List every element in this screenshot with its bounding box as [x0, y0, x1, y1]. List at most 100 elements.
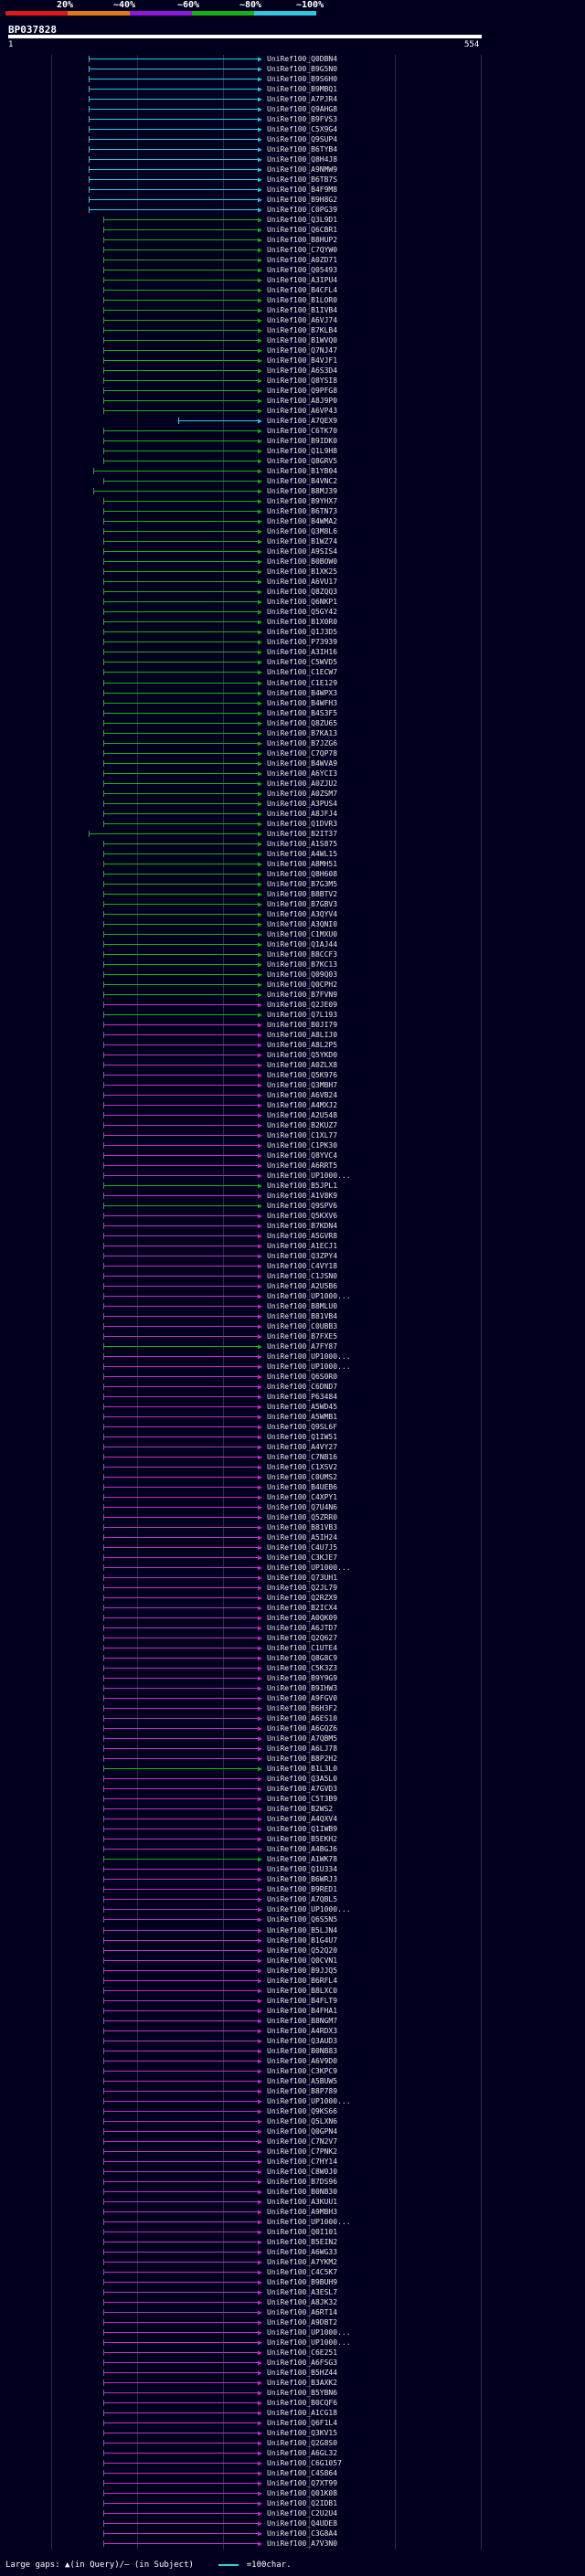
hit-row[interactable]: ▶ UniRef100_Q6S5N5	[0, 1915, 585, 1924]
hit-label[interactable]: UniRef100_A6ES10	[267, 1714, 338, 1723]
hit-alignment-bar[interactable]	[103, 2271, 258, 2273]
hit-label[interactable]: UniRef100_P63484	[267, 1393, 338, 1402]
hit-row[interactable]: ▶ UniRef100_A2U5B6	[0, 1282, 585, 1290]
hit-label[interactable]: UniRef100_UP1000...	[267, 1291, 351, 1300]
hit-row[interactable]: ▶ UniRef100_UP1000...	[0, 1564, 585, 1572]
hit-row[interactable]: ▶ UniRef100_Q9KS66	[0, 2107, 585, 2115]
hit-label[interactable]: UniRef100_A3QYV4	[267, 909, 338, 918]
hit-row[interactable]: ▶ UniRef100_A5GVR8	[0, 1232, 585, 1240]
hit-row[interactable]: ▶ UniRef100_A6VJ74	[0, 316, 585, 324]
hit-label[interactable]: UniRef100_A4RDX3	[267, 2026, 338, 2035]
hit-row[interactable]: ▶ UniRef100_C5K3Z3	[0, 1664, 585, 1672]
hit-alignment-bar[interactable]	[103, 2090, 258, 2092]
hit-alignment-bar[interactable]	[103, 1698, 258, 1700]
hit-label[interactable]: UniRef100_B1IVB4	[267, 306, 338, 315]
hit-label[interactable]: UniRef100_Q7XT99	[267, 2478, 338, 2487]
hit-row[interactable]: ▶ UniRef100_Q2Q627	[0, 1634, 585, 1642]
hit-alignment-bar[interactable]	[103, 2532, 258, 2534]
hit-row[interactable]: ▶ UniRef100_A5WD45	[0, 1403, 585, 1411]
hit-row[interactable]: ▶ UniRef100_A9FGV0	[0, 1694, 585, 1702]
hit-alignment-bar[interactable]	[103, 1426, 258, 1428]
hit-row[interactable]: ▶ UniRef100_Q1IW51	[0, 1433, 585, 1441]
hit-label[interactable]: UniRef100_B4CFL4	[267, 286, 338, 295]
hit-alignment-bar[interactable]	[103, 1557, 258, 1559]
hit-label[interactable]: UniRef100_A5GVR8	[267, 1231, 338, 1240]
hit-label[interactable]: UniRef100_Q8G8C9	[267, 1654, 338, 1663]
hit-label[interactable]: UniRef100_B9H8G2	[267, 196, 338, 205]
hit-alignment-bar[interactable]	[103, 2170, 258, 2172]
hit-label[interactable]: UniRef100_B6TN73	[267, 507, 338, 516]
hit-row[interactable]: ▶ UniRef100_Q09Q03	[0, 970, 585, 979]
hit-row[interactable]: ▶ UniRef100_Q2RZX9	[0, 1594, 585, 1602]
hit-alignment-bar[interactable]	[103, 2281, 258, 2283]
hit-row[interactable]: ▶ UniRef100_Q8YVC4	[0, 1151, 585, 1160]
hit-alignment-bar[interactable]	[103, 993, 258, 995]
hit-label[interactable]: UniRef100_Q6S5N5	[267, 1915, 338, 1924]
hit-row[interactable]: ▶ UniRef100_C1XL77	[0, 1131, 585, 1140]
hit-row[interactable]: ▶ UniRef100_A0ZLX8	[0, 1061, 585, 1069]
hit-label[interactable]: UniRef100_Q1IWB9	[267, 1825, 338, 1834]
hit-alignment-bar[interactable]	[89, 58, 258, 59]
hit-alignment-bar[interactable]	[103, 2210, 258, 2212]
hit-label[interactable]: UniRef100_Q9SUP4	[267, 135, 338, 144]
hit-label[interactable]: UniRef100_B7DS96	[267, 2177, 338, 2186]
hit-label[interactable]: UniRef100_C1XSV2	[267, 1463, 338, 1472]
hit-row[interactable]: ▶ UniRef100_Q0CVN1	[0, 1956, 585, 1965]
hit-row[interactable]: ▶ UniRef100_A3QYV4	[0, 910, 585, 918]
hit-row[interactable]: ▶ UniRef100_C7NB16	[0, 1453, 585, 1461]
hit-row[interactable]: ▶ UniRef100_UP1000...	[0, 2338, 585, 2347]
hit-row[interactable]: ▶ UniRef100_Q5LXN6	[0, 2117, 585, 2125]
hit-row[interactable]: ▶ UniRef100_C0UBB3	[0, 1322, 585, 1330]
hit-row[interactable]: ▶ UniRef100_B5EIN2	[0, 2238, 585, 2246]
hit-row[interactable]: ▶ UniRef100_A2U548	[0, 1111, 585, 1119]
hit-label[interactable]: UniRef100_B1WZ74	[267, 537, 338, 546]
hit-alignment-bar[interactable]	[103, 1316, 258, 1317]
hit-alignment-bar[interactable]	[178, 420, 258, 422]
hit-alignment-bar[interactable]	[103, 1617, 258, 1619]
hit-alignment-bar[interactable]	[103, 1084, 258, 1086]
hit-label[interactable]: UniRef100_Q05493	[267, 266, 338, 275]
hit-row[interactable]: ▶ UniRef100_B2KUZ7	[0, 1121, 585, 1129]
hit-label[interactable]: UniRef100_B7FVN9	[267, 990, 338, 999]
hit-row[interactable]: ▶ UniRef100_C2U2U4	[0, 2509, 585, 2518]
hit-row[interactable]: ▶ UniRef100_A5BUW5	[0, 2077, 585, 2085]
hit-label[interactable]: UniRef100_B7KDN4	[267, 1221, 338, 1230]
hit-alignment-bar[interactable]	[103, 1487, 258, 1489]
hit-row[interactable]: ▶ UniRef100_A8L2P5	[0, 1041, 585, 1049]
hit-alignment-bar[interactable]	[103, 722, 258, 724]
hit-label[interactable]: UniRef100_C0PG39	[267, 206, 338, 215]
hit-row[interactable]: ▶ UniRef100_A6LJ78	[0, 1744, 585, 1753]
hit-label[interactable]: UniRef100_B9MBQ1	[267, 85, 338, 94]
hit-label[interactable]: UniRef100_B4VNC2	[267, 477, 338, 486]
hit-alignment-bar[interactable]	[89, 209, 258, 211]
hit-row[interactable]: ▶ UniRef100_B9BUH9	[0, 2278, 585, 2286]
hit-alignment-bar[interactable]	[103, 1013, 258, 1015]
hit-alignment-bar[interactable]	[103, 410, 258, 412]
hit-label[interactable]: UniRef100_B1X0R0	[267, 618, 338, 627]
hit-alignment-bar[interactable]	[103, 1285, 258, 1287]
hit-label[interactable]: UniRef100_B5HZ44	[267, 2368, 338, 2377]
hit-label[interactable]: UniRef100_A3QNI0	[267, 919, 338, 928]
hit-label[interactable]: UniRef100_Q73UH1	[267, 1574, 338, 1583]
hit-row[interactable]: ▶ UniRef100_Q2G8S0	[0, 2439, 585, 2447]
hit-alignment-bar[interactable]	[89, 159, 258, 161]
hit-row[interactable]: ▶ UniRef100_B7FXE5	[0, 1332, 585, 1341]
hit-row[interactable]: ▶ UniRef100_A1CG18	[0, 2409, 585, 2417]
hit-label[interactable]: UniRef100_A0ZJU2	[267, 779, 338, 788]
hit-label[interactable]: UniRef100_Q3AUD3	[267, 2036, 338, 2045]
hit-row[interactable]: ▶ UniRef100_B6TYB4	[0, 145, 585, 154]
hit-alignment-bar[interactable]	[103, 2462, 258, 2464]
hit-row[interactable]: ▶ UniRef100_A1WK78	[0, 1855, 585, 1863]
hit-label[interactable]: UniRef100_B1LOR0	[267, 296, 338, 305]
hit-row[interactable]: ▶ UniRef100_A4MXJ2	[0, 1101, 585, 1109]
hit-label[interactable]: UniRef100_Q8ZQQ3	[267, 588, 338, 597]
hit-label[interactable]: UniRef100_Q09Q03	[267, 970, 338, 979]
hit-label[interactable]: UniRef100_B4WMA2	[267, 517, 338, 526]
hit-alignment-bar[interactable]	[103, 1718, 258, 1720]
hit-label[interactable]: UniRef100_C6DND7	[267, 1383, 338, 1392]
hit-alignment-bar[interactable]	[103, 2070, 258, 2072]
hit-label[interactable]: UniRef100_A9NMW9	[267, 165, 338, 175]
hit-alignment-bar[interactable]	[103, 953, 258, 955]
hit-row[interactable]: ▶ UniRef100_B4FLT9	[0, 1997, 585, 2005]
hit-alignment-bar[interactable]	[103, 2200, 258, 2202]
